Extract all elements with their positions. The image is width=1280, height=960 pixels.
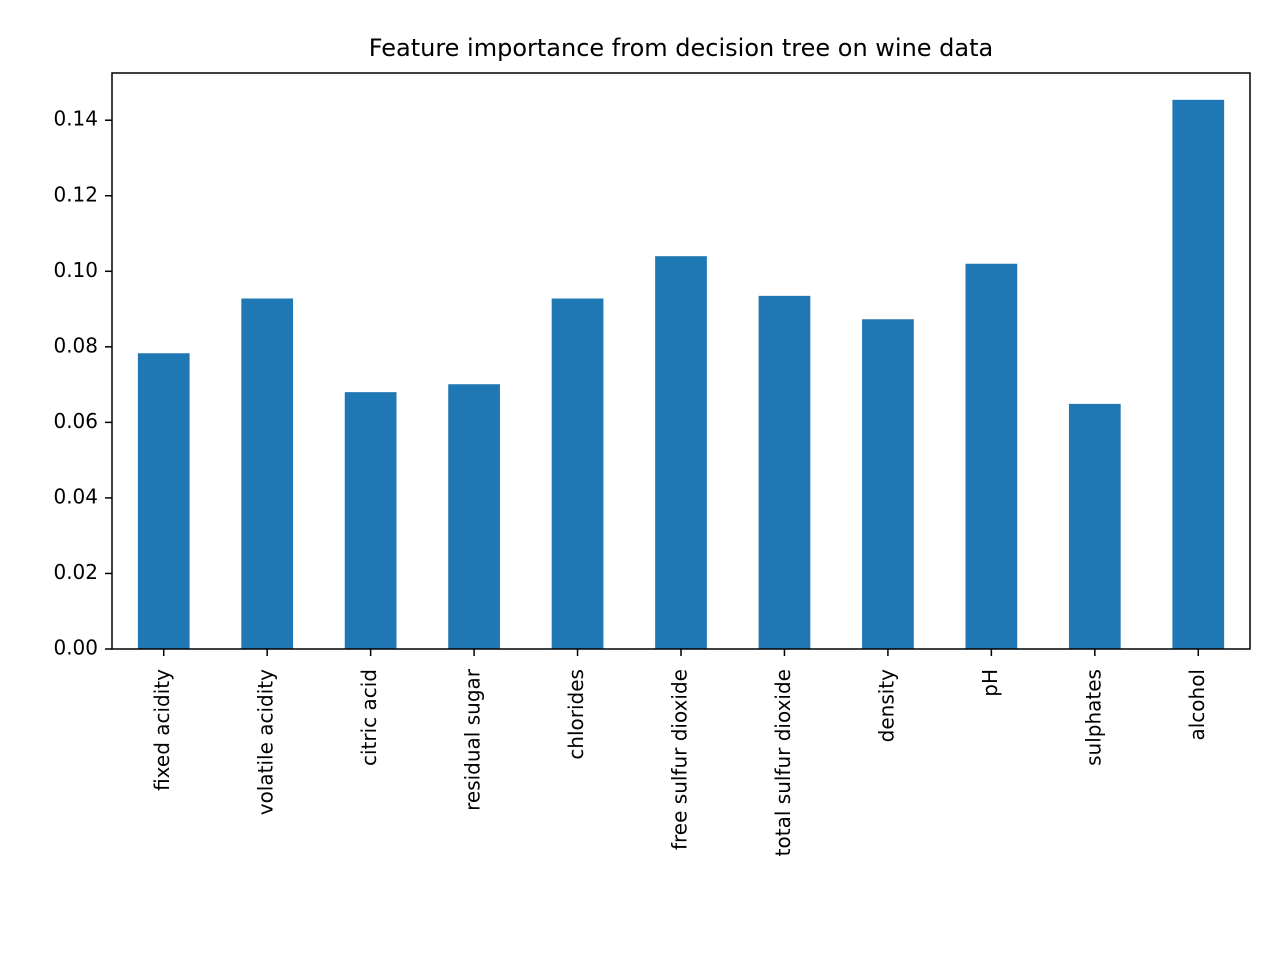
bar-alcohol (1172, 99, 1225, 649)
bar-total-sulfur-dioxide (758, 295, 811, 649)
x-tick-label: volatile acidity (254, 669, 278, 815)
bar-citric-acid (344, 392, 397, 649)
y-tick-label: 0.08 (53, 333, 98, 357)
y-tick-label: 0.04 (53, 484, 98, 508)
x-tick-label: residual sugar (461, 668, 485, 811)
x-tick-label: sulphates (1081, 669, 1105, 766)
x-tick-label: free sulfur dioxide (668, 669, 692, 850)
y-axis: 0.00 0.02 0.04 0.06 0.08 0.10 0.12 0.14 (53, 107, 112, 660)
x-tick-label: total sulfur dioxide (771, 669, 795, 856)
y-tick-label: 0.14 (53, 107, 98, 131)
bars-layer (137, 99, 1225, 649)
y-tick-label: 0.06 (53, 409, 98, 433)
bar-residual-sugar (448, 384, 500, 649)
x-tick-label: chlorides (564, 669, 588, 760)
bar-sulphates (1068, 403, 1121, 649)
y-tick-label: 0.10 (53, 258, 98, 282)
x-tick-label: citric acid (357, 669, 381, 766)
bar-density (862, 319, 914, 649)
y-tick-label: 0.00 (53, 636, 98, 660)
chart-title: Feature importance from decision tree on… (369, 34, 994, 62)
bar-fixed-acidity (137, 353, 190, 649)
y-tick-label: 0.02 (53, 560, 98, 584)
bar-volatile-acidity (241, 298, 294, 649)
y-tick-label: 0.12 (53, 182, 98, 206)
x-tick-label: alcohol (1185, 669, 1209, 741)
x-tick-label: fixed acidity (150, 669, 174, 791)
bar-ph (965, 263, 1018, 649)
x-tick-label: density (874, 669, 898, 742)
plot-frame (111, 72, 1251, 650)
x-axis: fixed acidity volatile acidity citric acid… (150, 649, 1209, 856)
bar-chlorides (551, 298, 604, 649)
bar-free-sulfur-dioxide (655, 256, 707, 649)
x-tick-label: pH (978, 669, 1002, 697)
